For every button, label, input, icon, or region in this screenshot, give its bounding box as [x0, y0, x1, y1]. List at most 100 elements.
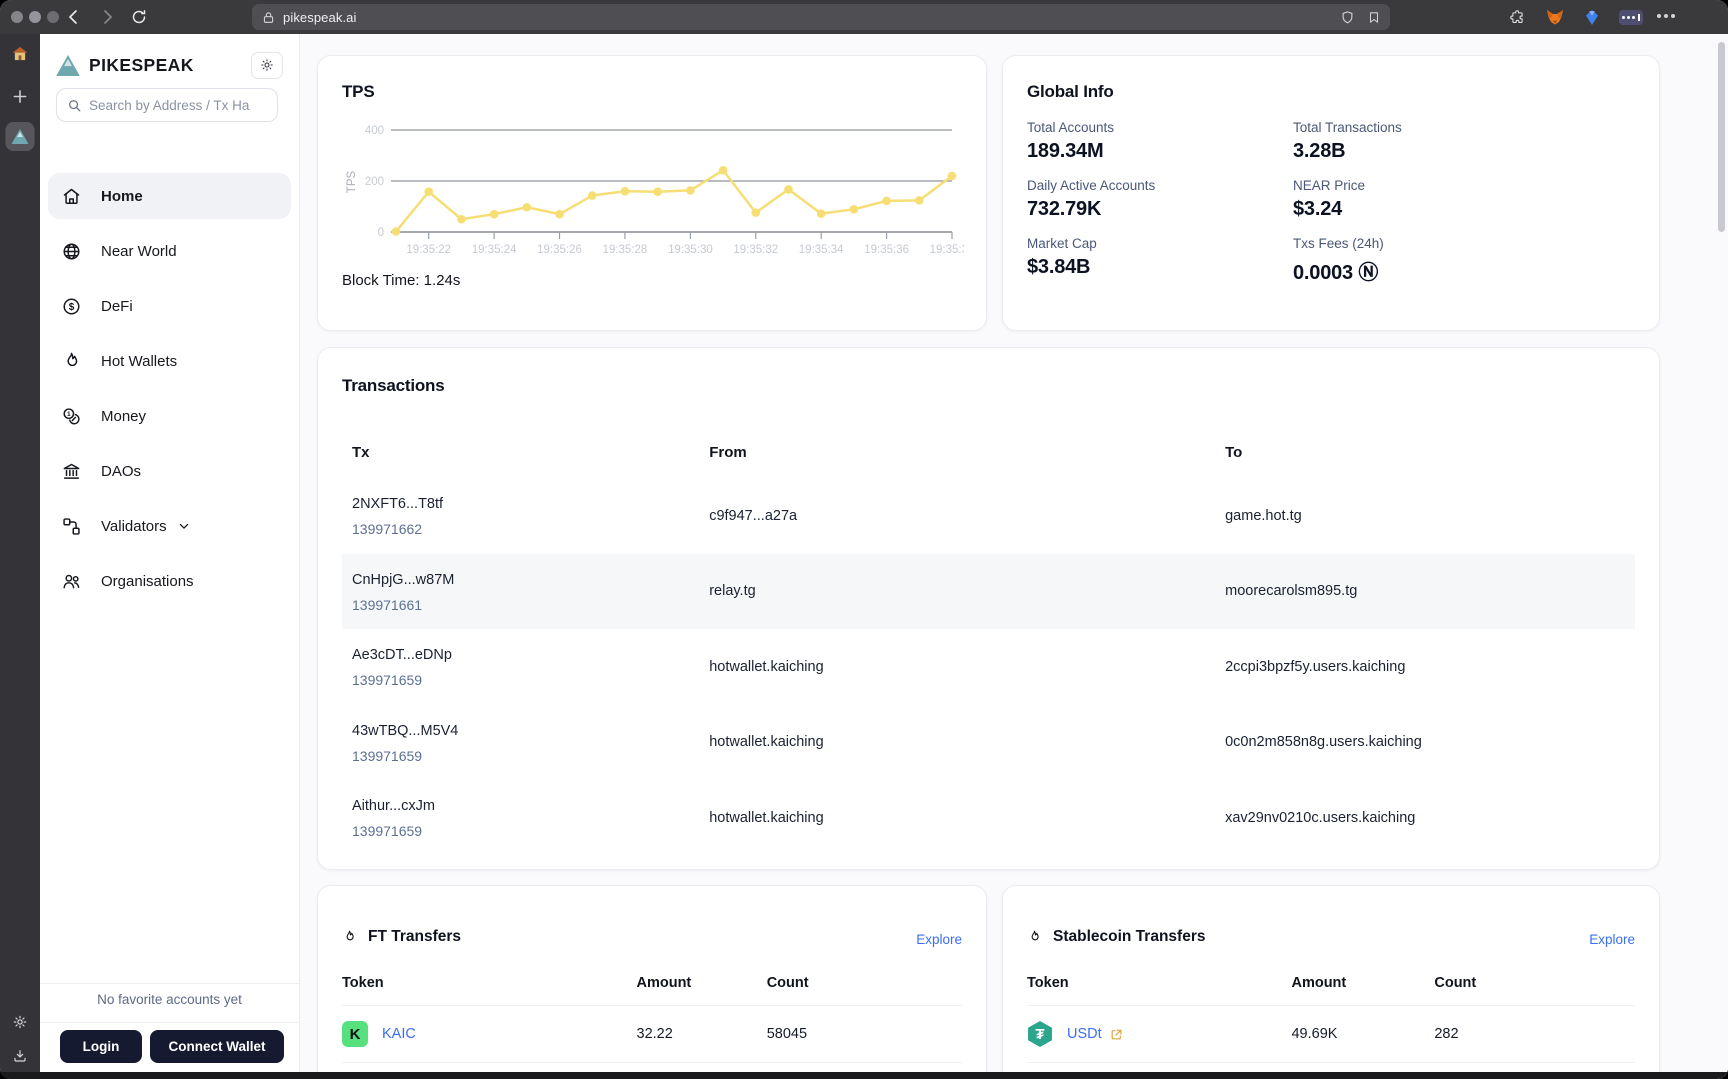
rail-downloads-icon[interactable]	[12, 1048, 28, 1069]
tx-hash[interactable]: 43wTBQ...M5V4	[352, 722, 459, 739]
stat-total-transactions: Total Transactions 3.28B	[1293, 120, 1402, 162]
tps-chart-svg: 400 200 0 TPS 19:35:22 19:35:24 19:35:26 19:35:…	[346, 125, 964, 256]
login-button[interactable]: Login	[60, 1030, 142, 1063]
ft-explore-link[interactable]: Explore	[916, 932, 962, 947]
password-manager-icon[interactable]	[1619, 10, 1643, 25]
dollar-circle-icon: $	[63, 297, 80, 315]
sidebar-item-label: Home	[101, 187, 143, 205]
sidebar-item-near-world[interactable]: Near World	[48, 228, 291, 274]
table-row[interactable]: Aithur...cxJm 139971659 hotwallet.kaichin…	[342, 780, 1635, 856]
pikespeak-favicon	[11, 129, 29, 144]
sidebar-item-label: Organisations	[101, 572, 194, 590]
sidebar-item-home[interactable]: Home	[48, 173, 291, 219]
url-text: pikespeak.ai	[283, 9, 357, 25]
global-info-title: Global Info	[1027, 82, 1114, 101]
tps-card: TPS 400 200 0 TPS 19:35:22 19:35:24 19:35:26 19…	[317, 55, 987, 331]
home-tab-icon[interactable]	[12, 47, 28, 66]
browser-menu-icon[interactable]	[1657, 14, 1675, 18]
tx-to[interactable]: xav29nv0210c.users.kaiching	[1225, 809, 1416, 826]
address-bar[interactable]: pikespeak.ai	[252, 4, 1390, 30]
ft-transfers-table: Token Amount Count K KAIC 32.22 58045 M …	[342, 972, 962, 1079]
tx-from[interactable]: hotwallet.kaiching	[709, 658, 824, 675]
flame-icon	[67, 352, 78, 366]
table-row[interactable]: CnHpjG...w87M 139971661 relay.tg moorecar…	[342, 553, 1635, 629]
window-zoom-button[interactable]	[47, 11, 59, 23]
tx-block-link[interactable]: 139971659	[352, 747, 423, 764]
stat-daily-active-accounts: Daily Active Accounts 732.79K	[1027, 178, 1156, 220]
stat-market-cap: Market Cap $3.84B	[1027, 236, 1097, 278]
tx-to[interactable]: moorecarolsm895.tg	[1225, 583, 1358, 600]
token-amount: 49.69K	[1291, 1026, 1338, 1042]
token-link[interactable]: KAIC	[382, 1026, 416, 1042]
metamask-fox-icon[interactable]	[1546, 8, 1564, 26]
pikespeak-tab[interactable]	[5, 122, 35, 151]
sun-icon	[261, 59, 273, 71]
table-row[interactable]: K KAIC 32.22 58045	[342, 1006, 962, 1063]
tx-block-link[interactable]: 139971661	[352, 596, 423, 613]
connect-wallet-button[interactable]: Connect Wallet	[150, 1030, 284, 1063]
divider	[40, 983, 299, 984]
window-minimize-button[interactable]	[29, 11, 41, 23]
search-icon	[69, 99, 81, 111]
tx-block-link[interactable]: 139971662	[352, 521, 423, 537]
stablecoin-explore-link[interactable]: Explore	[1589, 932, 1635, 947]
reload-button[interactable]	[131, 9, 147, 25]
table-row[interactable]: ₮ USDt 49.69K 282	[1027, 1006, 1635, 1063]
table-row[interactable]: 2NXFT6...T8tf 139971662 c9f947...a27a gam…	[342, 478, 1635, 554]
sidebar-item-hot-wallets[interactable]: Hot Wallets	[48, 338, 291, 384]
tx-to[interactable]: game.hot.tg	[1225, 507, 1302, 524]
usdt-token-logo: ₮	[1028, 1021, 1052, 1047]
sidebar-item-label: Near World	[101, 242, 177, 260]
sidebar-item-defi[interactable]: $ DeFi	[48, 283, 291, 329]
token-link[interactable]: USDt	[1067, 1026, 1102, 1042]
tx-hash[interactable]: CnHpjG...w87M	[352, 571, 455, 588]
flame-icon	[1031, 930, 1039, 941]
tx-block-link[interactable]: 139971659	[352, 672, 423, 688]
sidebar-item-organisations[interactable]: Organisations	[48, 558, 291, 604]
favorites-empty-note: No favorite accounts yet	[97, 992, 242, 1007]
ft-header: Token Amount Count	[342, 972, 962, 1006]
window-close-button[interactable]	[11, 11, 23, 23]
bookmark-icon[interactable]	[1367, 10, 1381, 25]
table-row[interactable]: 43wTBQ...M5V4 139971659 hotwallet.kaichin…	[342, 705, 1635, 781]
sidebar-item-money[interactable]: 1 Money	[48, 393, 291, 439]
svg-text:TPS: TPS	[346, 170, 358, 193]
extensions-puzzle-icon[interactable]	[1508, 8, 1526, 26]
col-token: Token	[1027, 975, 1069, 991]
svg-text:19:35:34: 19:35:34	[799, 244, 844, 256]
main-content: TPS 400 200 0 TPS 19:35:22 19:35:24 19:35:26 19…	[300, 34, 1728, 1079]
tx-from[interactable]: relay.tg	[709, 583, 756, 600]
forward-button[interactable]	[99, 9, 115, 25]
back-button[interactable]	[66, 9, 82, 25]
svg-text:1: 1	[67, 411, 71, 418]
tx-block-link[interactable]: 139971659	[352, 823, 423, 839]
sidebar-item-validators[interactable]: Validators	[48, 503, 291, 549]
new-tab-plus-icon[interactable]	[13, 89, 28, 109]
transactions-header: Tx From To	[342, 436, 1635, 478]
theme-toggle-button[interactable]	[251, 51, 283, 79]
tx-hash[interactable]: Ae3cDT...eDNp	[352, 647, 452, 663]
tx-to[interactable]: 0c0n2m858n8g.users.kaiching	[1225, 734, 1422, 751]
shield-icon[interactable]	[1340, 10, 1355, 25]
gem-extension-icon[interactable]	[1583, 8, 1601, 26]
tx-to[interactable]: 2ccpi3bpzf5y.users.kaiching	[1225, 658, 1406, 675]
col-token: Token	[342, 975, 384, 991]
svg-text:400: 400	[365, 125, 384, 137]
sidebar-item-label: DAOs	[101, 462, 142, 480]
tx-from[interactable]: hotwallet.kaiching	[709, 809, 824, 826]
tx-hash[interactable]: 2NXFT6...T8tf	[352, 496, 444, 512]
sidebar-item-daos[interactable]: DAOs	[48, 448, 291, 494]
rail-settings-gear-icon[interactable]	[12, 1014, 28, 1035]
tx-from[interactable]: hotwallet.kaiching	[709, 734, 824, 751]
search-input[interactable]	[89, 97, 259, 113]
tx-hash[interactable]: Aithur...cxJm	[352, 798, 435, 814]
tx-from[interactable]: c9f947...a27a	[709, 507, 798, 524]
scrollbar-thumb[interactable]	[1718, 42, 1725, 232]
token-count: 282	[1434, 1026, 1459, 1042]
col-tx: Tx	[352, 444, 370, 461]
table-row[interactable]: Ae3cDT...eDNp 139971659 hotwallet.kaichin…	[342, 629, 1635, 705]
transactions-title: Transactions	[342, 376, 445, 395]
bank-icon	[63, 463, 80, 479]
external-link-icon[interactable]	[1110, 1028, 1123, 1041]
